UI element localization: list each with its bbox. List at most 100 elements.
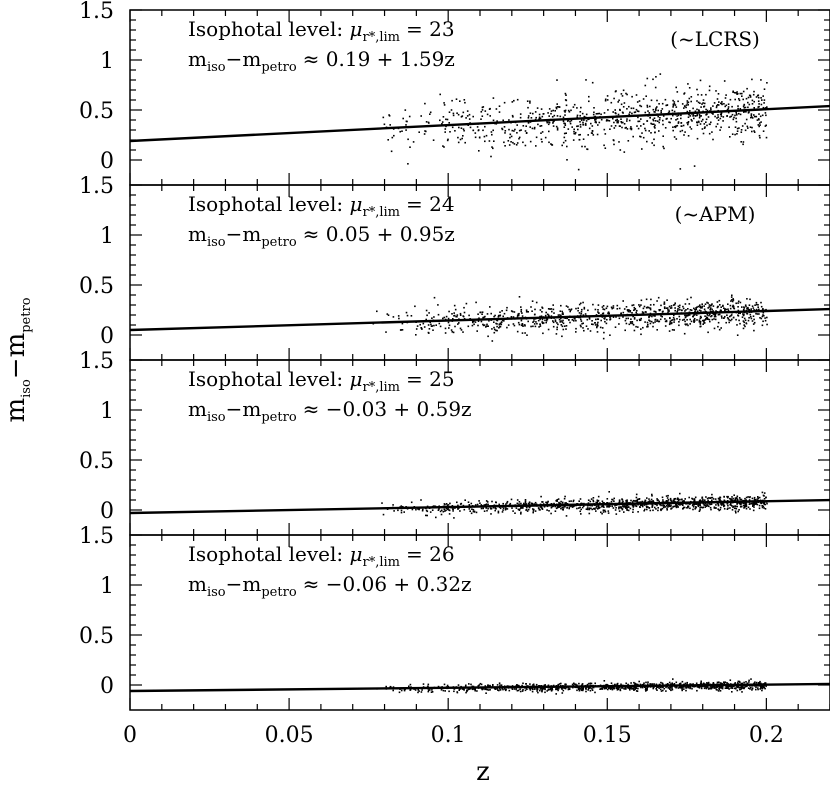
- data-point: [617, 688, 619, 691]
- data-point: [501, 127, 503, 130]
- data-point: [508, 128, 510, 131]
- data-point: [679, 168, 682, 170]
- data-point: [669, 320, 672, 323]
- data-point: [487, 689, 490, 691]
- data-point: [576, 507, 578, 510]
- data-point: [660, 504, 662, 507]
- data-point: [630, 318, 632, 320]
- y-tick-label: 0.5: [79, 624, 114, 649]
- data-point: [749, 686, 752, 689]
- data-point: [640, 328, 642, 330]
- data-point: [745, 507, 748, 510]
- data-point: [405, 124, 407, 126]
- data-point: [474, 132, 477, 134]
- data-point: [743, 324, 745, 326]
- data-point: [496, 325, 498, 328]
- data-point: [708, 89, 711, 92]
- data-point: [673, 110, 676, 113]
- data-point: [706, 683, 708, 685]
- data-point: [594, 121, 597, 123]
- data-point: [409, 683, 412, 686]
- data-point: [714, 318, 717, 321]
- data-point: [633, 317, 636, 319]
- data-point: [717, 325, 719, 328]
- data-point: [556, 326, 558, 329]
- data-point: [731, 113, 734, 116]
- data-point: [702, 498, 704, 501]
- data-point: [432, 329, 434, 331]
- data-point: [765, 685, 767, 688]
- data-point: [586, 683, 589, 686]
- data-point: [540, 125, 543, 127]
- data-point: [527, 122, 530, 124]
- data-point: [724, 310, 726, 312]
- data-point: [603, 680, 606, 682]
- data-point: [633, 689, 636, 691]
- data-point: [753, 496, 756, 499]
- data-point: [656, 329, 658, 331]
- data-point: [525, 132, 528, 134]
- data-point: [731, 318, 733, 321]
- data-point: [703, 320, 705, 323]
- data-point: [734, 126, 737, 128]
- data-point: [746, 298, 748, 300]
- data-point: [427, 121, 430, 124]
- data-point: [720, 687, 723, 689]
- data-point: [741, 92, 743, 95]
- data-point: [699, 325, 701, 328]
- data-point: [522, 507, 524, 509]
- data-point: [573, 128, 575, 131]
- data-point: [755, 303, 758, 306]
- data-point: [486, 688, 488, 691]
- data-point: [703, 687, 706, 690]
- data-point: [672, 99, 674, 102]
- data-point: [616, 121, 618, 124]
- data-point: [736, 334, 739, 336]
- data-point: [616, 686, 619, 689]
- data-point: [630, 322, 632, 325]
- data-point: [733, 507, 736, 510]
- data-point: [683, 93, 685, 95]
- data-point: [685, 686, 688, 689]
- data-point: [703, 102, 706, 105]
- data-point: [594, 691, 596, 694]
- data-point: [690, 320, 693, 323]
- data-point: [673, 329, 675, 331]
- data-point: [620, 118, 622, 120]
- data-point: [652, 118, 654, 121]
- data-point: [716, 98, 719, 100]
- data-point: [742, 141, 745, 143]
- data-point: [425, 318, 427, 321]
- data-point: [571, 126, 573, 128]
- data-point: [426, 314, 428, 317]
- data-point: [600, 511, 602, 514]
- data-point: [630, 682, 632, 684]
- data-point: [518, 129, 521, 132]
- data-point: [576, 689, 578, 692]
- data-point: [652, 509, 654, 512]
- data-point: [733, 687, 736, 690]
- data-point: [747, 308, 749, 310]
- data-point: [646, 508, 648, 511]
- data-point: [679, 503, 682, 505]
- data-point: [663, 506, 665, 509]
- data-point: [433, 296, 436, 299]
- data-point: [601, 500, 604, 503]
- data-point: [677, 499, 680, 502]
- data-point: [699, 503, 701, 506]
- data-point: [681, 103, 684, 105]
- data-point: [522, 682, 524, 685]
- data-point: [574, 318, 576, 320]
- data-point: [502, 315, 504, 318]
- data-point: [542, 501, 544, 503]
- data-point: [498, 503, 500, 506]
- data-point: [648, 112, 651, 114]
- data-point: [758, 134, 761, 137]
- data-point: [560, 315, 562, 317]
- data-point: [603, 687, 606, 690]
- data-point: [649, 105, 651, 108]
- data-point: [764, 503, 766, 506]
- data-point: [702, 99, 705, 101]
- data-point: [550, 503, 553, 505]
- data-point: [572, 684, 575, 687]
